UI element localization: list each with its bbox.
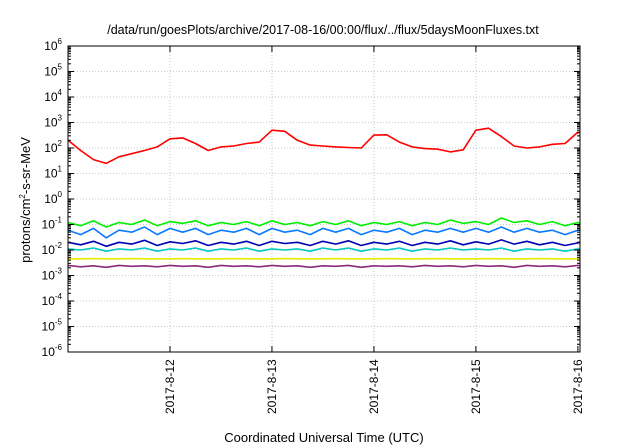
series-line-1 (67, 127, 581, 165)
y-tick-exponent: -6 (55, 343, 63, 352)
y-tick-label: 10-1 (42, 216, 63, 232)
y-tick-label: 101 (44, 165, 62, 181)
y-axis-label-rest: -s-sr-MeV (18, 137, 33, 194)
x-tick-label: 2017-8-14 (367, 359, 381, 414)
y-tick-label: 104 (44, 88, 62, 104)
y-axis-label-power: 2 (18, 194, 27, 199)
y-tick-label: 103 (44, 114, 62, 130)
x-axis-label: Coordinated Universal Time (UTC) (224, 430, 423, 445)
y-tick-label: 10-2 (42, 241, 63, 257)
y-tick-base: 10 (42, 218, 56, 232)
y-tick-label: 106 (44, 37, 62, 53)
y-tick-exponent: 4 (58, 88, 63, 97)
y-tick-exponent: 2 (58, 139, 63, 148)
y-tick-label: 105 (44, 63, 62, 79)
series-line-4 (67, 239, 581, 248)
y-tick-base: 10 (44, 192, 58, 206)
x-tick-label: 2017-8-15 (469, 359, 483, 414)
y-tick-base: 10 (42, 294, 56, 308)
y-tick-exponent: 0 (58, 190, 63, 199)
y-tick-label: 10-4 (42, 292, 63, 308)
y-tick-base: 10 (44, 90, 58, 104)
y-tick-base: 10 (44, 39, 58, 53)
ticks: 10-610-510-410-310-210-11001011021031041… (42, 37, 585, 414)
y-tick-base: 10 (44, 65, 58, 79)
y-tick-label: 10-5 (42, 318, 63, 334)
y-tick-base: 10 (44, 116, 58, 130)
y-tick-exponent: 3 (58, 114, 63, 123)
y-tick-exponent: -2 (55, 241, 63, 250)
series-line-5 (67, 247, 580, 252)
series-line-3 (67, 226, 580, 239)
y-tick-base: 10 (42, 345, 56, 359)
y-tick-base: 10 (44, 141, 58, 155)
series-line-2 (67, 217, 581, 228)
y-tick-label: 10-3 (42, 267, 63, 283)
y-tick-exponent: 5 (58, 63, 63, 72)
y-tick-exponent: -4 (55, 292, 63, 301)
y-tick-exponent: 1 (58, 165, 63, 174)
series-line-7 (67, 264, 581, 269)
y-tick-base: 10 (44, 167, 58, 181)
y-tick-exponent: -1 (55, 216, 63, 225)
x-tick-label: 2017-8-16 (571, 359, 585, 414)
x-tick-label: 2017-8-13 (265, 359, 279, 414)
y-tick-label: 102 (44, 139, 62, 155)
y-axis-label: protons/cm2-s-sr-MeV (18, 137, 33, 263)
y-tick-label: 100 (44, 190, 62, 206)
y-tick-exponent: 6 (58, 37, 63, 46)
y-tick-label: 10-6 (42, 343, 63, 359)
chart-title: /data/run/goesPlots/archive/2017-08-16/0… (107, 23, 539, 37)
y-tick-base: 10 (42, 269, 56, 283)
y-tick-exponent: -3 (55, 267, 63, 276)
y-axis-label-unit: protons/cm (18, 199, 33, 263)
y-tick-exponent: -5 (55, 318, 63, 327)
grid (68, 45, 580, 353)
series-lines (67, 127, 581, 269)
x-tick-label: 2017-8-12 (163, 359, 177, 414)
y-tick-base: 10 (42, 243, 56, 257)
y-tick-base: 10 (42, 320, 56, 334)
